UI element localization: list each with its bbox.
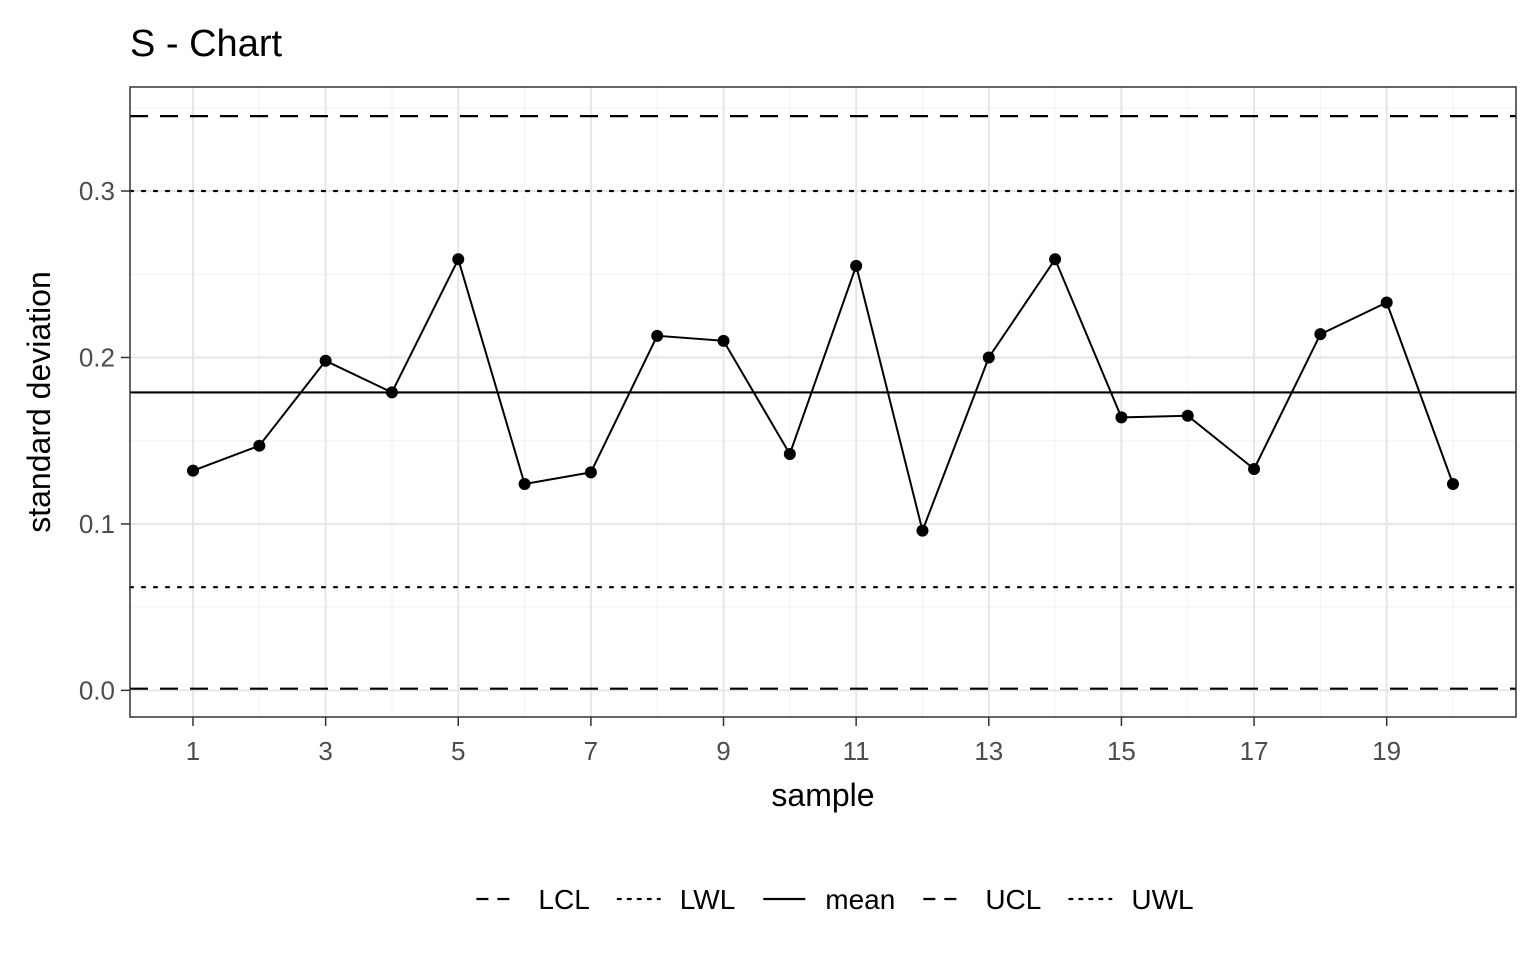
legend-label: LWL [680, 884, 736, 915]
data-point [982, 351, 995, 364]
data-series [187, 253, 1459, 537]
series-line [192, 256, 1454, 534]
legend-label: mean [825, 884, 895, 915]
y-tick-label: 0.2 [79, 342, 115, 372]
legend: LCL LWL mean UCL UWL [476, 884, 1194, 915]
x-tick-label: 9 [716, 736, 730, 766]
y-axis-title: standard deviation [21, 271, 57, 533]
legend-label: UWL [1131, 884, 1193, 915]
x-tick-label: 19 [1372, 736, 1401, 766]
data-point [1314, 328, 1327, 341]
data-point [1181, 409, 1194, 422]
y-tick-label: 0.1 [79, 509, 115, 539]
axis-ticks: 0.00.10.20.31 3 5 7 9 11 13 15 17 19 [79, 176, 1401, 766]
data-point [253, 439, 266, 452]
data-point [1049, 253, 1062, 266]
plot-panel-border [129, 86, 1517, 718]
legend-label: UCL [985, 884, 1041, 915]
data-point [1380, 296, 1393, 309]
x-tick-label: 3 [318, 736, 332, 766]
data-point [319, 354, 332, 367]
x-tick-label: 17 [1240, 736, 1269, 766]
chart-title: S - Chart [130, 23, 282, 65]
y-tick-label: 0.0 [79, 675, 115, 705]
data-point [518, 477, 531, 490]
x-tick-label: 13 [974, 736, 1003, 766]
x-tick-label: 7 [584, 736, 598, 766]
data-point [1115, 411, 1128, 424]
data-point [1248, 462, 1261, 475]
data-point [452, 253, 465, 266]
reference-lines [128, 115, 1518, 690]
y-tick-label: 0.3 [79, 176, 115, 206]
x-tick-label: 1 [186, 736, 200, 766]
data-point [916, 524, 929, 537]
data-point [651, 329, 664, 342]
x-tick-label: 15 [1107, 736, 1136, 766]
legend-label: LCL [538, 884, 589, 915]
x-axis-title: sample [771, 777, 874, 813]
data-point [584, 466, 597, 479]
x-tick-label: 11 [843, 736, 870, 766]
data-point [187, 464, 199, 477]
x-tick-label: 5 [451, 736, 465, 766]
data-point [717, 334, 730, 347]
data-point [385, 386, 398, 399]
data-point [850, 259, 863, 272]
data-point [1447, 477, 1459, 490]
data-point [783, 448, 796, 461]
